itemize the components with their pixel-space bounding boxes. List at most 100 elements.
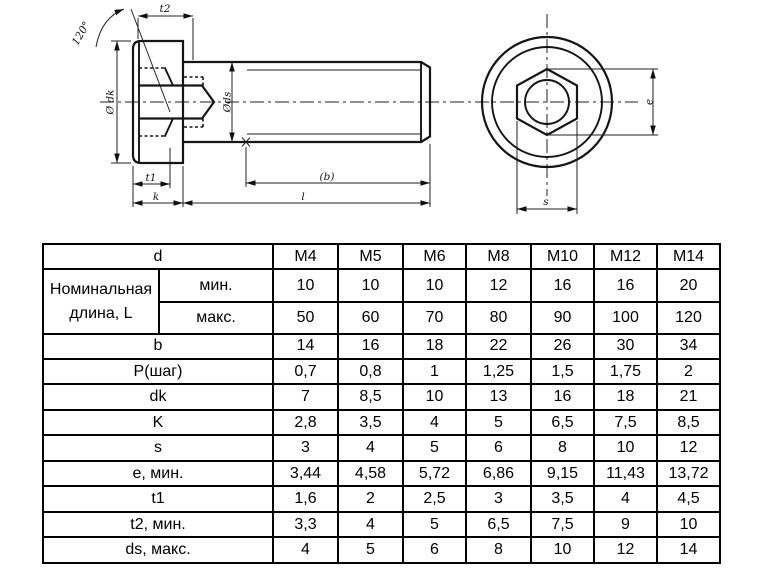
value-cell: 90 xyxy=(530,300,595,335)
length-label-line1: Номинальная xyxy=(49,280,153,298)
value-cell: 10 xyxy=(402,383,467,411)
value-cell: 3 xyxy=(465,485,532,513)
size-header-cell: M10 xyxy=(530,242,595,271)
row-label-cell: ds, макс. xyxy=(42,536,274,564)
row-label-cell: P(шаг) xyxy=(42,357,274,386)
value-cell: 1,75 xyxy=(593,357,658,386)
value-cell: 5,72 xyxy=(402,459,467,488)
table-row-s: s 3 4 5 6 8 10 12 xyxy=(42,434,721,462)
value-cell: 21 xyxy=(656,383,721,411)
value-cell: 10 xyxy=(337,268,404,303)
value-cell: 3 xyxy=(272,434,339,462)
value-cell: 22 xyxy=(465,332,532,361)
value-cell: 1,6 xyxy=(272,485,339,513)
value-cell: 26 xyxy=(530,332,595,361)
value-cell: 18 xyxy=(402,332,467,361)
value-cell: 2 xyxy=(656,357,721,386)
side-view-dimensions: t2 120° Ø dk Øds t1 k (b) xyxy=(70,3,431,207)
table-row-K: K 2,8 3,5 4 5 6,5 7,5 8,5 xyxy=(42,408,721,437)
value-cell: 10 xyxy=(656,510,721,539)
value-cell: 6,86 xyxy=(465,459,532,488)
value-cell: 16 xyxy=(337,332,404,361)
value-cell: 3,44 xyxy=(272,459,339,488)
value-cell: 8 xyxy=(530,434,595,462)
size-header-cell: M4 xyxy=(272,242,339,271)
row-label-cell: e, мин. xyxy=(42,459,274,488)
table-row-min: Номинальная длина, L мин. 10 10 10 12 16… xyxy=(42,268,721,335)
value-cell: 8 xyxy=(465,536,532,564)
value-cell: 14 xyxy=(272,332,339,361)
table-row-p: P(шаг) 0,7 0,8 1 1,25 1,5 1,75 2 xyxy=(42,357,721,386)
value-cell: 5 xyxy=(337,536,404,564)
value-cell: 2,8 xyxy=(272,408,339,437)
table-row-t1: t1 1,6 2 2,5 3 3,5 4 4,5 xyxy=(42,485,721,513)
value-cell: 10 xyxy=(402,268,467,303)
socket-cone-circle xyxy=(524,79,570,125)
value-cell: 1 xyxy=(402,357,467,386)
value-cell: 60 xyxy=(337,300,404,335)
length-label-cell: Номинальная длина, L xyxy=(42,268,160,335)
value-cell: 9 xyxy=(593,510,658,539)
dimensions-table: d M4 M5 M6 M8 M10 M12 M14 Номинальная дл… xyxy=(42,242,721,564)
table-row-dk: dk 7 8,5 10 13 16 18 21 xyxy=(42,383,721,411)
size-header-cell: M14 xyxy=(656,242,721,271)
value-cell: 12 xyxy=(465,268,532,303)
head-outer-circle xyxy=(480,35,614,169)
dim-label-s: s xyxy=(543,196,549,208)
value-cell: 16 xyxy=(530,383,595,411)
row-label-cell: t2, мин. xyxy=(42,510,274,539)
value-cell: 70 xyxy=(402,300,467,335)
value-cell: 5 xyxy=(465,408,532,437)
dim-label-dk: Ø dk xyxy=(105,89,117,115)
d-header-cell: d xyxy=(42,242,274,271)
value-cell: 7,5 xyxy=(530,510,595,539)
value-cell: 100 xyxy=(593,300,658,335)
value-cell: 10 xyxy=(593,434,658,462)
technical-drawing: t2 120° Ø dk Øds t1 k (b) xyxy=(70,3,658,214)
value-cell: 16 xyxy=(530,268,595,303)
value-cell: 18 xyxy=(593,383,658,411)
screw-side-view xyxy=(100,39,638,165)
value-cell: 80 xyxy=(465,300,532,335)
value-cell: 2,5 xyxy=(402,485,467,513)
dim-label-angle: 120° xyxy=(70,20,93,48)
size-header-cell: M5 xyxy=(337,242,404,271)
value-cell: 3,3 xyxy=(272,510,339,539)
value-cell: 6,5 xyxy=(465,510,532,539)
value-cell: 50 xyxy=(272,300,339,335)
value-cell: 8,5 xyxy=(337,383,404,411)
value-cell: 20 xyxy=(656,268,721,303)
screw-end-view: e s xyxy=(480,14,658,214)
value-cell: 7 xyxy=(272,383,339,411)
row-label-cell: K xyxy=(42,408,274,437)
table-row-max: макс. 50 60 70 80 90 100 120 xyxy=(43,300,721,335)
value-cell: 6,5 xyxy=(530,408,595,437)
value-cell: 5 xyxy=(402,434,467,462)
value-cell: 3,5 xyxy=(530,485,595,513)
dim-label-t1: t1 xyxy=(146,172,157,184)
value-cell: 10 xyxy=(530,536,595,564)
dim-label-ds: Øds xyxy=(222,91,234,113)
max-label-cell: макс. xyxy=(158,300,274,335)
value-cell: 4 xyxy=(402,408,467,437)
size-header-cell: M12 xyxy=(593,242,658,271)
dim-label-l: l xyxy=(301,191,304,203)
value-cell: 4 xyxy=(337,510,404,539)
value-cell: 0,7 xyxy=(272,357,339,386)
table-row-t2: t2, мин. 3,3 4 5 6,5 7,5 9 10 xyxy=(42,510,721,539)
value-cell: 6 xyxy=(402,536,467,564)
value-cell: 2 xyxy=(337,485,404,513)
size-header-cell: M6 xyxy=(402,242,467,271)
table-header-row: d M4 M5 M6 M8 M10 M12 M14 xyxy=(42,242,721,271)
thread-start-mark xyxy=(241,137,251,147)
value-cell: 13,72 xyxy=(656,459,721,488)
dim-label-e: e xyxy=(644,99,656,105)
value-cell: 1,25 xyxy=(465,357,532,386)
value-cell: 11,43 xyxy=(593,459,658,488)
dim-label-t2: t2 xyxy=(160,3,171,15)
value-cell: 120 xyxy=(656,300,721,335)
value-cell: 12 xyxy=(593,536,658,564)
row-label-cell: b xyxy=(42,332,274,361)
value-cell: 7,5 xyxy=(593,408,658,437)
